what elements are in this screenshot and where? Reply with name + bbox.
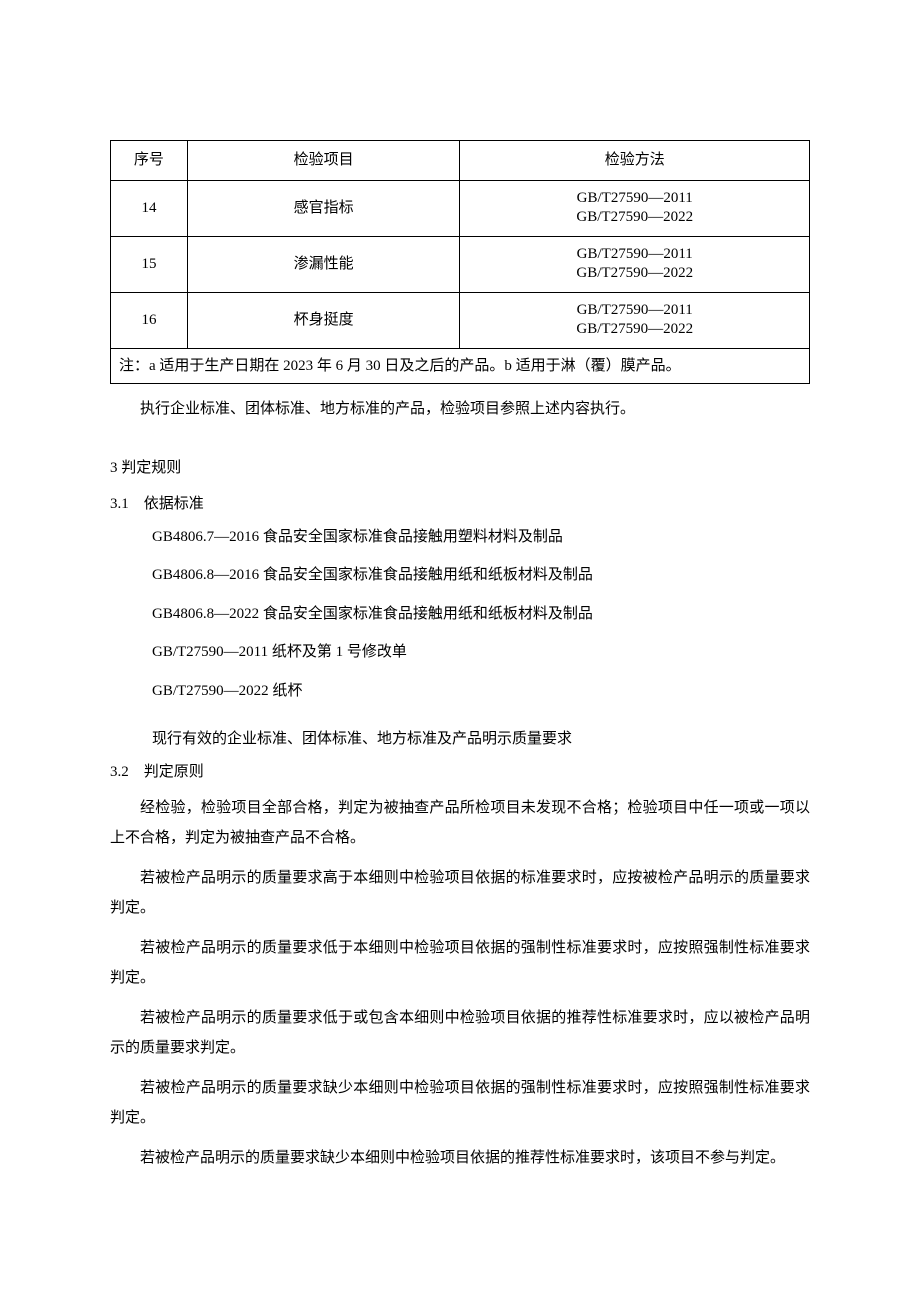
cell-seq: 16 — [111, 292, 188, 348]
table-row: 15 渗漏性能 GB/T27590—2011 GB/T27590—2022 — [111, 236, 810, 292]
standard-line: GB4806.7—2016 食品安全国家标准食品接触用塑料材料及制品 — [110, 526, 810, 549]
cell-item: 感官指标 — [187, 180, 460, 236]
cell-item: 渗漏性能 — [187, 236, 460, 292]
inspection-table: 序号 检验项目 检验方法 14 感官指标 GB/T27590—2011 GB/T… — [110, 140, 810, 384]
body-paragraph: 若被检产品明示的质量要求低于本细则中检验项目依据的强制性标准要求时，应按照强制性… — [110, 933, 810, 993]
col-header-item: 检验项目 — [187, 141, 460, 181]
cell-method: GB/T27590—2011 GB/T27590—2022 — [460, 236, 810, 292]
method-line: GB/T27590—2022 — [576, 209, 693, 225]
method-line: GB/T27590—2011 — [577, 302, 693, 318]
body-paragraph: 若被检产品明示的质量要求高于本细则中检验项目依据的标准要求时，应按被检产品明示的… — [110, 863, 810, 923]
method-line: GB/T27590—2022 — [576, 265, 693, 281]
standard-line: GB4806.8—2016 食品安全国家标准食品接触用纸和纸板材料及制品 — [110, 564, 810, 587]
cell-seq: 15 — [111, 236, 188, 292]
method-line: GB/T27590—2022 — [576, 321, 693, 337]
body-paragraph: 若被检产品明示的质量要求缺少本细则中检验项目依据的强制性标准要求时，应按照强制性… — [110, 1073, 810, 1133]
section-3-1-heading: 3.1 依据标准 — [110, 493, 810, 516]
method-line: GB/T27590—2011 — [577, 246, 693, 262]
body-paragraph: 若被检产品明示的质量要求低于或包含本细则中检验项目依据的推荐性标准要求时，应以被… — [110, 1003, 810, 1063]
cell-seq: 14 — [111, 180, 188, 236]
method-line: GB/T27590—2011 — [577, 190, 693, 206]
table-row: 14 感官指标 GB/T27590—2011 GB/T27590—2022 — [111, 180, 810, 236]
section-3-heading: 3 判定规则 — [110, 457, 810, 480]
table-header-row: 序号 检验项目 检验方法 — [111, 141, 810, 181]
cell-item: 杯身挺度 — [187, 292, 460, 348]
cell-method: GB/T27590—2011 GB/T27590—2022 — [460, 180, 810, 236]
table-note: 注：a 适用于生产日期在 2023 年 6 月 30 日及之后的产品。b 适用于… — [111, 348, 810, 384]
col-header-method: 检验方法 — [460, 141, 810, 181]
col-header-seq: 序号 — [111, 141, 188, 181]
section-3-2-heading: 3.2 判定原则 — [110, 761, 810, 784]
body-paragraph: 若被检产品明示的质量要求缺少本细则中检验项目依据的推荐性标准要求时，该项目不参与… — [110, 1143, 810, 1173]
body-paragraph: 经检验，检验项目全部合格，判定为被抽查产品所检项目未发现不合格；检验项目中任一项… — [110, 793, 810, 853]
table-row: 16 杯身挺度 GB/T27590—2011 GB/T27590—2022 — [111, 292, 810, 348]
standard-line: GB/T27590—2011 纸杯及第 1 号修改单 — [110, 641, 810, 664]
document-page: 序号 检验项目 检验方法 14 感官指标 GB/T27590—2011 GB/T… — [0, 0, 920, 1301]
standards-tail: 现行有效的企业标准、团体标准、地方标准及产品明示质量要求 — [110, 728, 810, 751]
cell-method: GB/T27590—2011 GB/T27590—2022 — [460, 292, 810, 348]
table-note-row: 注：a 适用于生产日期在 2023 年 6 月 30 日及之后的产品。b 适用于… — [111, 348, 810, 384]
after-table-paragraph: 执行企业标准、团体标准、地方标准的产品，检验项目参照上述内容执行。 — [110, 398, 810, 421]
standard-line: GB4806.8—2022 食品安全国家标准食品接触用纸和纸板材料及制品 — [110, 603, 810, 626]
standard-line: GB/T27590—2022 纸杯 — [110, 680, 810, 703]
